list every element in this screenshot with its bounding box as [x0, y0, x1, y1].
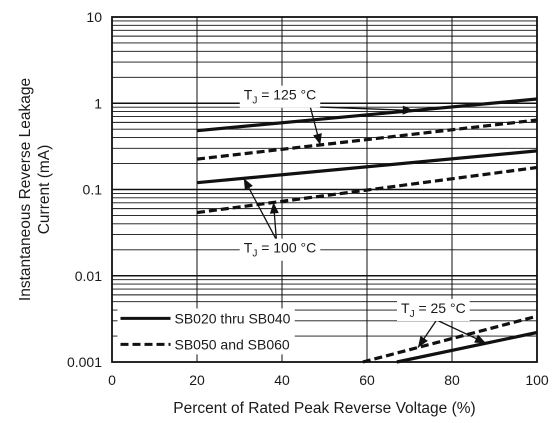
annotation-arrowhead	[313, 133, 322, 145]
annotations: TJ = 125 °C TJ = 100 °C TJ = 25 °C	[239, 85, 470, 321]
annotation-pointer-line	[310, 106, 414, 112]
annotation-arrowhead	[243, 178, 253, 191]
annotation-arrowhead	[269, 202, 279, 214]
y-tick-label: 1	[94, 95, 102, 111]
series-line-25c-dashed	[362, 314, 538, 364]
x-tick-label: 80	[444, 372, 460, 388]
y-tick-labels: 0.001 0.01 0.1 1 10	[67, 9, 102, 370]
x-tick-label: 60	[359, 372, 375, 388]
annotation-pointer-line	[243, 178, 277, 241]
y-axis-title-line-2: Current (mA)	[36, 145, 53, 235]
annotation-arrowhead	[402, 105, 414, 115]
annotation-arrowhead	[418, 335, 428, 348]
x-axis-title: Percent of Rated Peak Reverse Voltage (%…	[173, 400, 475, 417]
x-tick-labels: 0 20 40 60 80 100	[108, 372, 549, 388]
legend: SB020 thru SB040 SB050 and SB060	[117, 308, 295, 355]
annotation-tj25-background	[397, 298, 470, 321]
series-line-125c-dashed	[196, 118, 538, 161]
annotation-tj125-background	[239, 85, 321, 108]
x-tick-label: 40	[274, 372, 290, 388]
annotation-tj125: TJ = 125 °C	[244, 87, 316, 107]
legend-label-dashed: SB050 and SB060	[175, 336, 290, 352]
series-lines	[196, 97, 538, 364]
annotation-arrowhead	[474, 334, 486, 344]
series-line-125c-solid	[196, 97, 538, 133]
y-tick-label: 10	[86, 9, 102, 25]
y-tick-label: 0.01	[75, 268, 102, 284]
y-axis-title: Instantaneous Reverse Leakage Current (m…	[17, 78, 53, 301]
x-tick-label: 0	[108, 372, 116, 388]
annotation-tj25: TJ = 25 °C	[401, 300, 466, 320]
legend-background	[117, 308, 295, 355]
x-tick-label: 100	[525, 372, 549, 388]
legend-label-solid: SB020 thru SB040	[175, 310, 291, 326]
x-tick-label: 20	[189, 372, 205, 388]
y-tick-label: 0.1	[83, 182, 103, 198]
grid	[112, 17, 537, 362]
annotation-pointers	[243, 105, 487, 348]
series-line-100c-solid	[196, 149, 538, 185]
annotation-tj100: TJ = 100 °C	[244, 240, 316, 260]
series-line-100c-dashed	[196, 165, 538, 215]
y-axis-title-line-1: Instantaneous Reverse Leakage	[17, 78, 34, 301]
annotation-tj100-background	[239, 238, 321, 261]
y-tick-label: 0.001	[67, 354, 102, 370]
series-line-25c-solid	[396, 330, 538, 364]
plot-frame	[111, 16, 538, 363]
